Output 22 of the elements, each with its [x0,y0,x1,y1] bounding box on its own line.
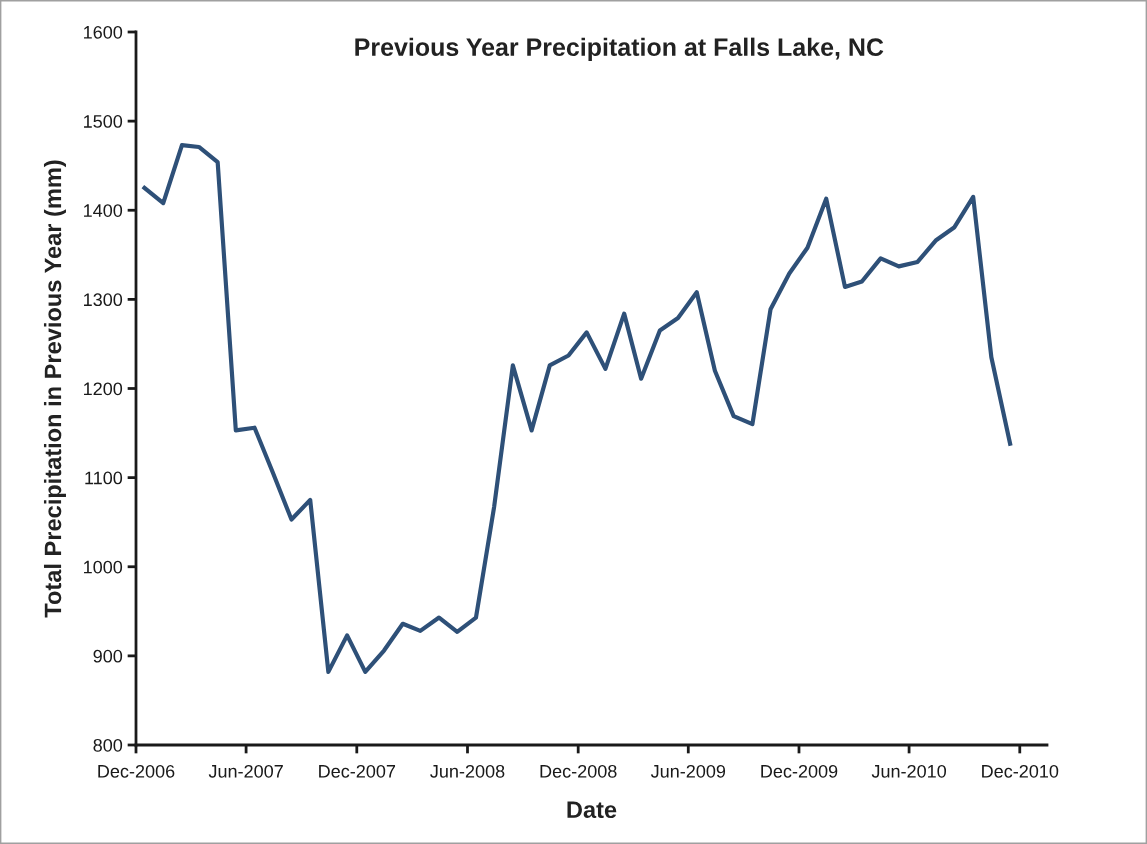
y-tick-label: 1000 [84,560,123,574]
x-tick-label: Dec-2008 [540,764,617,778]
x-tick-label: Dec-2009 [761,764,838,778]
y-tick-label: 1100 [85,471,123,485]
y-tick-label: 1600 [84,25,123,39]
chart-title: Previous Year Precipitation at Falls Lake, NC [355,37,884,61]
x-tick-label: Jun-2008 [430,764,505,778]
y-tick-label: 1200 [84,382,123,396]
y-tick-label: 900 [93,649,123,663]
x-tick-label: Jun-2009 [650,764,726,778]
x-tick-label: Jun-2010 [871,764,947,778]
y-tick-label: 800 [93,738,123,752]
x-tick-label: Dec-2006 [98,764,175,778]
y-tick-label: 1500 [84,115,123,128]
y-tick-label: 1300 [84,293,123,307]
x-tick-label: Jun-2007 [208,764,283,778]
y-axis-title: Total Precipitation in Previous Year (mm) [43,160,66,618]
y-tick-label: 1400 [84,204,123,217]
x-tick-label: Dec-2007 [319,764,396,778]
x-tick-label: Dec-2010 [982,764,1059,778]
x-axis-title: Date [567,801,617,819]
line-series [142,143,1013,675]
